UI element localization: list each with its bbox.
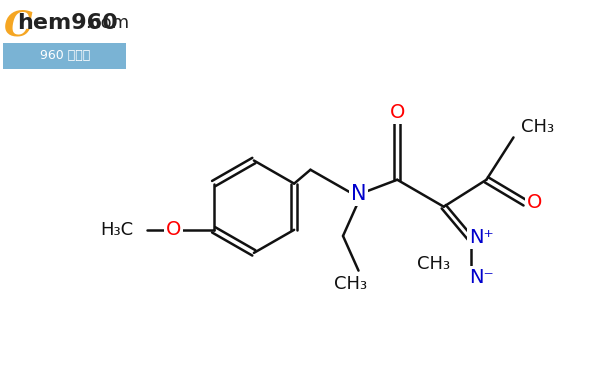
Text: .com: .com <box>85 14 129 32</box>
Text: CH₃: CH₃ <box>334 276 367 294</box>
Text: O: O <box>527 194 542 212</box>
Text: O: O <box>166 220 181 239</box>
Text: CH₃: CH₃ <box>417 255 450 273</box>
Text: CH₃: CH₃ <box>522 118 554 136</box>
Text: N⁻: N⁻ <box>469 268 494 287</box>
Text: N⁺: N⁺ <box>469 228 494 247</box>
Text: N: N <box>351 184 366 204</box>
Text: hem960: hem960 <box>18 13 119 33</box>
Text: C: C <box>3 9 32 43</box>
Text: H₃C: H₃C <box>100 221 133 239</box>
FancyBboxPatch shape <box>3 43 126 69</box>
Text: 960 化工网: 960 化工网 <box>39 49 90 62</box>
Text: O: O <box>390 103 405 122</box>
